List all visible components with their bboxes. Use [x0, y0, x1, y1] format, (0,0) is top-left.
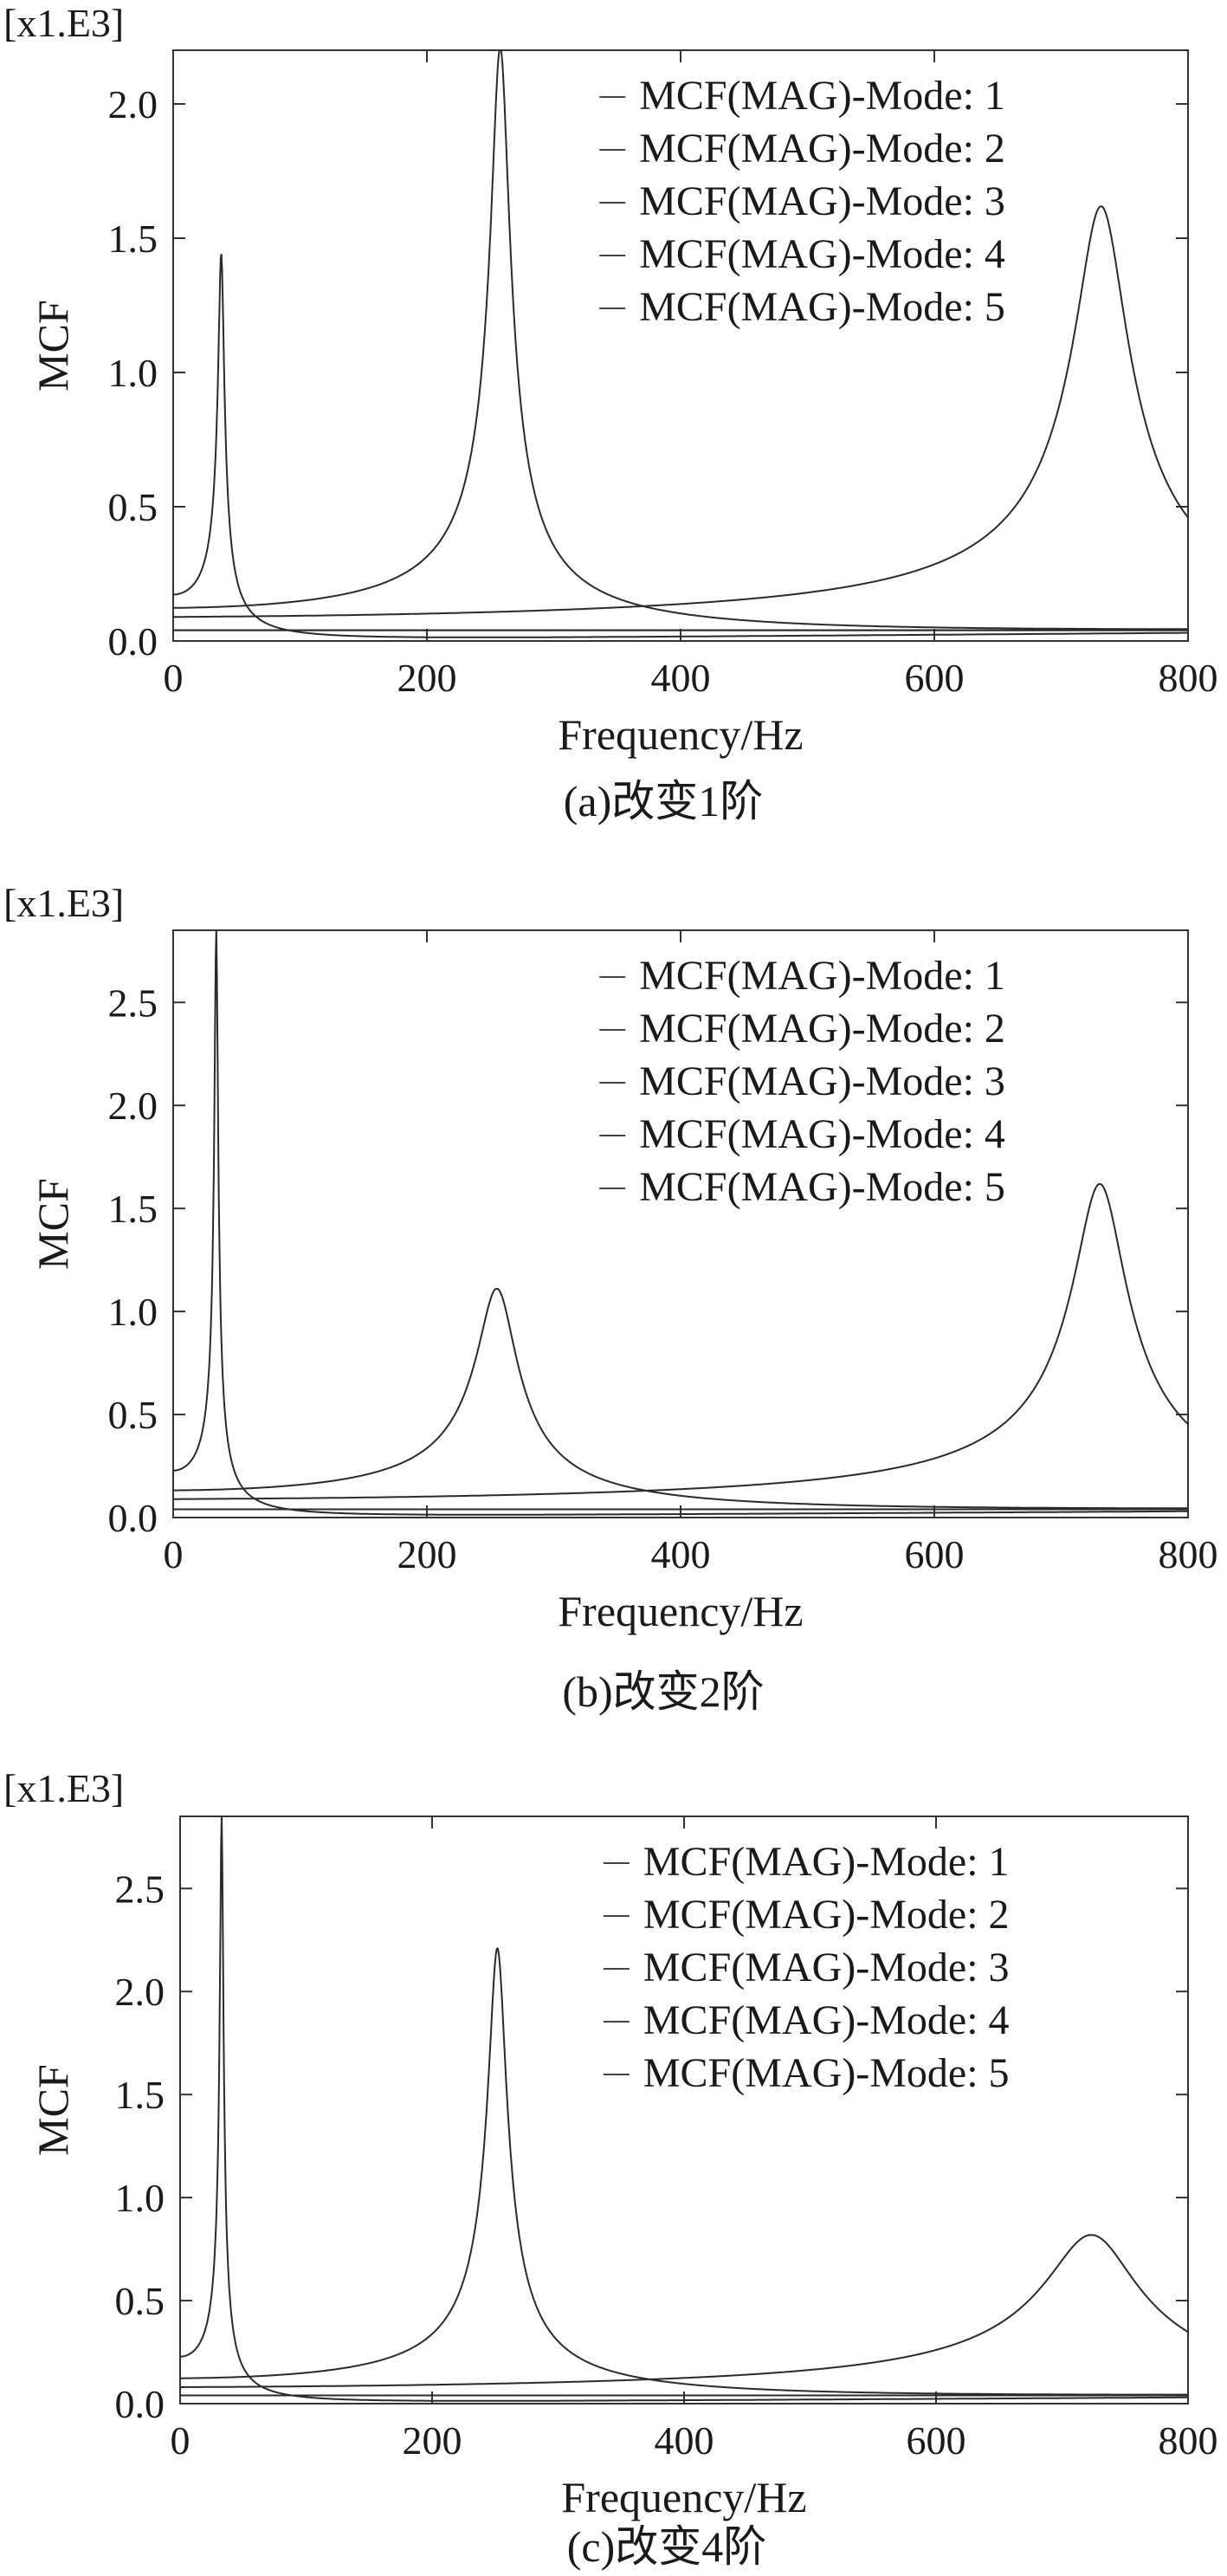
legend-entry: MCF(MAG)-Mode: 1 [639, 953, 1005, 999]
legend-entry: MCF(MAG)-Mode: 4 [643, 1997, 1010, 2043]
x-axis-label: Frequency/Hz [558, 710, 803, 759]
y-tick-label: 1.0 [108, 1290, 158, 1334]
panel-caption: (b)改变2阶 [562, 1667, 764, 1716]
chart-panel-a: [x1.E3] 0.0 0.5 1.0 1.5 2.0 0 200 400 600 800 Frequ… [3, 1, 1218, 825]
x-tick-label: 400 [655, 2418, 714, 2463]
y-tick-label: 0.0 [108, 619, 158, 663]
series-line-mode-3 [173, 205, 1188, 618]
y-tick-label: 1.0 [108, 351, 158, 395]
y-tick-label: 1.0 [115, 2176, 165, 2220]
legend-entry: MCF(MAG)-Mode: 3 [643, 1945, 1010, 1990]
x-tick-label: 400 [651, 656, 711, 700]
series-group [173, 50, 1188, 638]
panel-caption: (a)改变1阶 [564, 777, 764, 825]
legend-entry: MCF(MAG)-Mode: 4 [639, 231, 1005, 277]
x-tick-label: 200 [397, 1532, 457, 1576]
chart-panel-b: [x1.E3] 0.0 0.5 1.0 1.5 2.0 2.5 0 200 400 600 800 Fr… [3, 881, 1218, 1716]
series-line-mode-3 [173, 1183, 1188, 1500]
series-line-mode-2 [173, 50, 1188, 631]
x-axis-label: Frequency/Hz [561, 2473, 806, 2521]
legend-entry: MCF(MAG)-Mode: 5 [639, 284, 1005, 330]
series-line-mode-2 [173, 1288, 1188, 1510]
series-line-mode-2 [180, 1947, 1188, 2396]
legend-entry: MCF(MAG)-Mode: 2 [639, 126, 1005, 172]
x-tick-label: 800 [1159, 656, 1218, 700]
legend-entry: MCF(MAG)-Mode: 1 [639, 73, 1005, 119]
legend-entry: MCF(MAG)-Mode: 4 [639, 1111, 1005, 1157]
y-tick-label: 1.5 [115, 2073, 165, 2117]
x-tick-label: 0 [164, 1532, 184, 1576]
x-tick-label: 600 [905, 656, 965, 700]
legend-entry: MCF(MAG)-Mode: 5 [639, 1164, 1005, 1210]
y-axis-label: MCF [29, 1178, 77, 1270]
series-line-mode-3 [180, 2234, 1188, 2388]
y-tick-label: 2.0 [108, 82, 158, 126]
y-tick-label: 2.5 [115, 1867, 165, 1911]
y-tick-label: 0.0 [108, 1496, 158, 1540]
y-axis-label: MCF [29, 300, 77, 392]
y-tick-label: 1.5 [108, 217, 158, 261]
x-tick-label: 200 [397, 656, 457, 700]
panel-caption: (c)改变4阶 [567, 2522, 767, 2571]
x-tick-label: 400 [651, 1532, 711, 1576]
legend-entry: MCF(MAG)-Mode: 2 [639, 1006, 1005, 1052]
x-tick-label: 0 [164, 656, 184, 700]
x-tick-label: 600 [905, 1532, 965, 1576]
scale-label: [x1.E3] [3, 881, 124, 925]
y-axis-label: MCF [29, 2064, 77, 2156]
series-group [180, 1816, 1188, 2402]
x-tick-label: 800 [1159, 2418, 1218, 2463]
legend-entry: MCF(MAG)-Mode: 3 [639, 1058, 1005, 1104]
legend-entry: MCF(MAG)-Mode: 1 [643, 1839, 1010, 1885]
series-line-mode-1 [180, 1816, 1188, 2402]
y-tick-label: 0.5 [115, 2279, 165, 2323]
chart-panel-c: [x1.E3] 0.0 0.5 1.0 1.5 2.0 2.5 0 200 400 600 800 Fr… [3, 1766, 1218, 2571]
series-group [173, 930, 1188, 1516]
y-tick-label: 2.0 [115, 1970, 165, 2014]
legend-entry: MCF(MAG)-Mode: 2 [643, 1892, 1010, 1938]
y-tick-label: 1.5 [108, 1187, 158, 1231]
series-line-mode-1 [173, 930, 1188, 1516]
y-tick-label: 0.5 [108, 485, 158, 529]
legend-entry: MCF(MAG)-Mode: 3 [639, 178, 1005, 224]
x-tick-label: 200 [403, 2418, 462, 2463]
y-tick-label: 2.0 [108, 1084, 158, 1128]
scale-label: [x1.E3] [3, 1, 124, 45]
series-line-mode-1 [173, 254, 1188, 638]
x-tick-label: 0 [171, 2418, 191, 2463]
y-tick-label: 2.5 [108, 981, 158, 1025]
scale-label: [x1.E3] [3, 1766, 124, 1810]
x-tick-label: 600 [907, 2418, 966, 2463]
y-tick-label: 0.0 [115, 2382, 165, 2426]
x-axis-label: Frequency/Hz [558, 1587, 803, 1635]
x-tick-label: 800 [1159, 1532, 1218, 1576]
legend-entry: MCF(MAG)-Mode: 5 [643, 2050, 1010, 2096]
y-tick-label: 0.5 [108, 1393, 158, 1437]
